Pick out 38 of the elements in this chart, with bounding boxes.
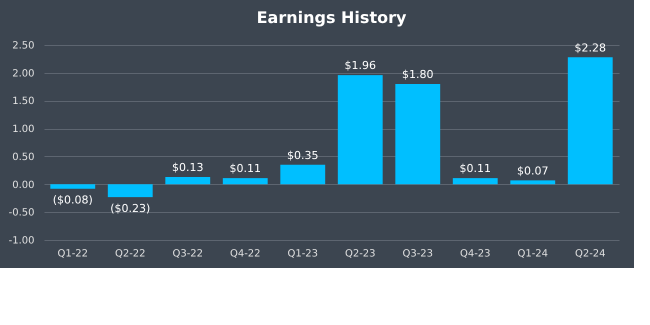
bar [222,178,268,184]
x-tick-label: Q1-22 [57,248,88,260]
chart-title: Earnings History [256,8,407,27]
y-tick-label: 1.50 [12,96,34,108]
bar [280,164,326,184]
y-tick-label: 1.00 [12,124,34,136]
data-label: $0.13 [172,161,204,174]
y-tick-label: -1.00 [8,236,34,246]
data-label: ($0.08) [52,194,93,207]
y-tick-label: 0.50 [12,152,34,163]
bar [338,75,383,184]
bar [568,57,613,184]
y-tick-label: 2.50 [12,40,34,52]
bar [510,180,556,184]
data-label: $1.80 [402,68,434,81]
x-tick-label: Q4-22 [230,248,261,260]
x-tick-label: Q2-23 [344,248,376,260]
data-label: $0.07 [517,164,548,178]
y-tick-label: -0.50 [8,208,34,219]
x-tick-label: Q3-23 [402,248,434,260]
data-label: $0.35 [287,148,318,162]
data-label: $0.11 [230,162,261,176]
x-tick-label: Q2-22 [114,248,146,260]
x-tick-label: Q1-24 [517,248,548,260]
data-label: $0.11 [460,162,491,176]
data-label: $2.28 [574,41,606,54]
data-label: ($0.23) [110,202,150,216]
data-label: $1.96 [344,59,376,72]
y-tick-label: 0.00 [12,180,34,191]
bar [108,184,153,198]
bar [395,84,440,184]
x-tick-label: Q3-22 [172,248,204,260]
x-tick-label: Q2-24 [574,248,606,260]
bar [165,177,210,184]
x-tick-label: Q1-23 [287,248,318,260]
bar [452,178,498,184]
y-tick-label: 2.00 [12,68,34,80]
x-tick-label: Q4-23 [460,248,491,260]
